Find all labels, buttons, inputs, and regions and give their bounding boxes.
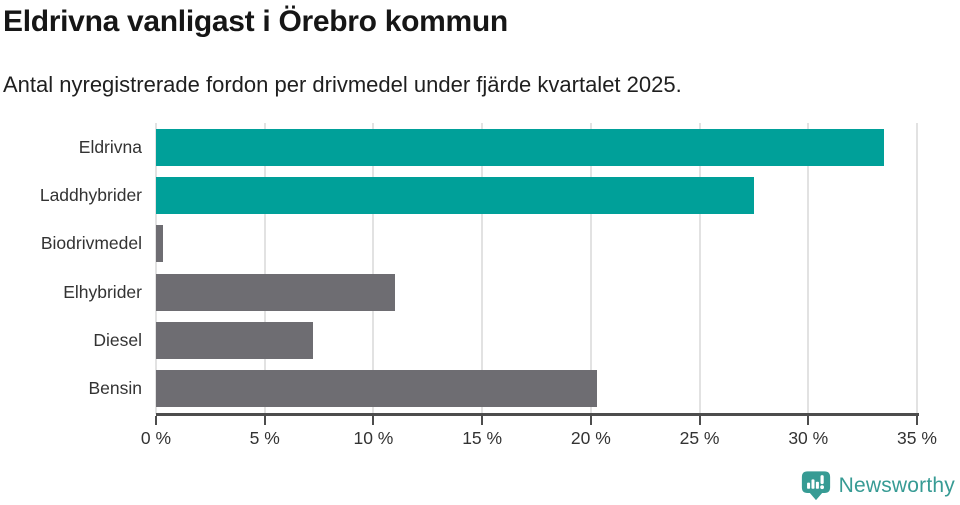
x-axis-tick [481,416,484,425]
bar-biodrivmedel [156,225,163,263]
x-tick-label: 0 % [140,428,172,448]
x-axis-tick [698,416,701,425]
bar-row: Laddhybrider [0,171,960,219]
newsworthy-logo-text: Newsworthy [838,473,955,497]
x-tick-label: 15 % [462,428,503,448]
x-tick-label: 30 % [788,428,829,448]
x-axis-tick [263,416,266,425]
chart-subtitle: Antal nyregistrerade fordon per drivmede… [3,72,682,97]
bar-row: Elhybrider [0,268,960,316]
bar-row: Diesel [0,316,960,364]
x-axis-line [156,413,919,416]
gridline [698,123,701,414]
x-tick-label: 5 % [249,428,280,448]
bar-row: Bensin [0,365,960,413]
x-axis-tick [916,416,918,425]
x-axis-tick [372,416,375,425]
category-label: Bensin [88,378,142,399]
x-tick-label: 20 % [570,428,611,448]
x-axis-tick [155,416,157,425]
gridline [372,123,375,414]
category-label: Elhybrider [63,281,142,302]
bar-laddhybrider [156,176,754,214]
chart-title: Eldrivna vanligast i Örebro kommun [3,5,508,38]
bar-chart: Eldrivna Laddhybrider Biodrivmedel Elhybrid… [0,123,960,468]
gridline [263,123,266,414]
gridline [916,123,918,414]
bar-diesel [156,321,313,359]
gridline [481,123,484,414]
category-label: Eldrivna [78,136,142,157]
x-tick-label: 25 % [679,428,720,448]
gridline [589,123,592,414]
x-tick-label: 35 % [897,428,937,448]
category-label: Biodrivmedel [40,233,142,254]
newsworthy-logo[interactable]: Newsworthy [800,469,955,502]
x-axis-tick [807,416,810,425]
newsworthy-logo-icon [801,471,830,501]
x-tick-label: 10 % [353,428,394,448]
category-label: Diesel [93,329,142,350]
x-axis-tick [589,416,592,425]
bar-row: Biodrivmedel [0,220,960,268]
category-label: Laddhybrider [39,184,142,205]
bar-eldrivna [156,128,885,166]
gridline [807,123,810,414]
bar-bensin [156,370,598,408]
gridline [155,123,157,414]
bar-elhybrider [156,273,396,311]
bar-row: Eldrivna [0,123,960,171]
